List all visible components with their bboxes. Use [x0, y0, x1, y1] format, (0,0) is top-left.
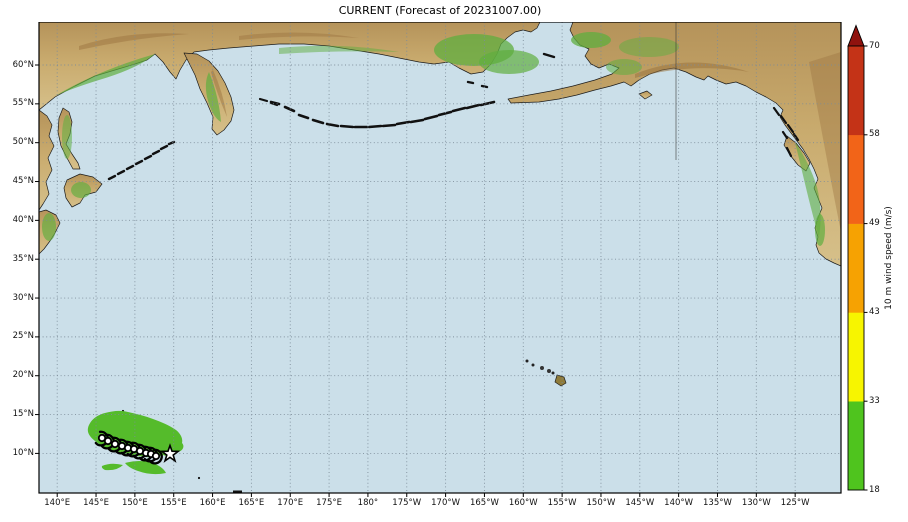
colorbar	[847, 24, 868, 491]
y-tick-label: 30°N	[12, 292, 34, 303]
y-tick-label: 35°N	[12, 253, 34, 264]
island-chains	[107, 52, 800, 181]
colorbar-over-arrow	[847, 24, 865, 47]
current-position-star	[159, 443, 181, 463]
x-tick-label: 165°E	[238, 498, 265, 508]
x-tick-label: 165°W	[469, 498, 499, 508]
cyclone-marker	[110, 439, 120, 449]
landmasses	[39, 22, 841, 267]
colorbar-segment	[848, 401, 864, 491]
cyclone-marker	[97, 433, 107, 443]
colorbar-segment	[848, 134, 864, 224]
terrain-ridge-accents	[79, 32, 841, 232]
wind-swath-fragment	[101, 463, 123, 471]
colorbar-segment	[848, 312, 864, 402]
cyclone-marker	[103, 436, 113, 446]
x-tick-label: 150°E	[121, 498, 148, 508]
y-tick-label: 60°N	[12, 59, 34, 70]
graticule-grid	[39, 22, 841, 493]
y-tick-label: 20°N	[12, 370, 34, 381]
kuril-islands	[107, 140, 176, 181]
colorbar-tick-label: 49	[869, 218, 880, 229]
y-tick-label: 10°N	[12, 447, 34, 458]
x-tick-label: 160°W	[508, 498, 538, 508]
x-tick-label: 175°W	[392, 498, 422, 508]
x-tick-label: 155°E	[160, 498, 187, 508]
x-tick-label: 180°	[357, 498, 379, 508]
y-tick-label: 50°N	[12, 137, 34, 148]
x-tick-label: 140°W	[664, 498, 694, 508]
island-kodiak	[638, 90, 653, 100]
y-tick-label: 15°N	[12, 409, 34, 420]
aleutian-islands	[269, 100, 496, 129]
x-tick-label: 130°W	[741, 498, 771, 508]
colorbar-segment	[848, 46, 864, 136]
southeast-alaska-islands	[772, 106, 800, 158]
colorbar-tick-label: 43	[869, 306, 880, 317]
x-tick-label: 150°W	[586, 498, 616, 508]
x-tick-label: 155°W	[547, 498, 577, 508]
landmass-primorye	[39, 109, 55, 211]
plot-frame	[38, 22, 842, 494]
colorbar-tick-label: 70	[869, 40, 880, 51]
x-tick-label: 145°W	[625, 498, 655, 508]
landmass-alaska-north-america	[507, 22, 841, 267]
storm-track	[94, 430, 181, 465]
colorbar-tick-label: 33	[869, 395, 880, 406]
y-tick-label: 55°N	[12, 98, 34, 109]
x-tick-label: 125°W	[780, 498, 810, 508]
x-tick-label: 170°W	[431, 498, 461, 508]
cyclone-marker	[151, 451, 161, 461]
x-tick-label: 175°E	[316, 498, 342, 508]
colorbar-title: 10 m wind speed (m/s)	[884, 206, 894, 310]
x-tick-label: 140°E	[44, 498, 71, 508]
x-tick-label: 135°W	[703, 498, 732, 508]
map-canvas	[35, 22, 842, 497]
hawaiian-islands	[525, 359, 567, 387]
x-tick-label: 160°E	[199, 498, 226, 508]
axis-ticks	[35, 64, 796, 497]
y-tick-label: 40°N	[12, 214, 34, 225]
x-tick-label: 170°E	[277, 498, 304, 508]
colorbar-tick-label: 18	[869, 484, 880, 495]
x-tick-label: 145°E	[83, 498, 109, 508]
cyclone-marker-tail	[148, 448, 163, 465]
y-tick-label: 25°N	[12, 331, 34, 342]
bering-sea-islands	[466, 52, 556, 89]
colorbar-frame	[847, 45, 865, 491]
y-tick-label: 45°N	[12, 176, 34, 187]
colorbar-tick-label: 58	[869, 129, 880, 140]
figure-title: CURRENT (Forecast of 20231007.00)	[338, 4, 542, 17]
colorbar-segment	[848, 223, 864, 313]
